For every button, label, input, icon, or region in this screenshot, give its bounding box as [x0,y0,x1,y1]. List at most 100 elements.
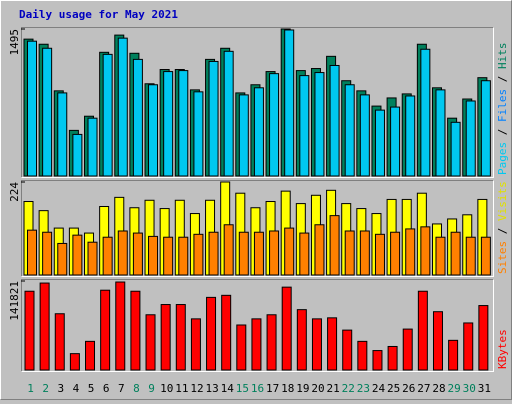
bar [238,231,249,276]
bar [344,230,355,276]
bar [359,94,370,177]
x-tick-label: 13 [205,382,218,395]
bar [238,94,249,177]
bar [117,37,128,177]
x-tick-label: 23 [357,382,370,395]
bar [390,106,401,177]
bar [387,345,398,371]
legend-separator: / [496,221,509,241]
bar [163,236,174,276]
x-tick-label: 10 [160,382,173,395]
bar [178,236,189,276]
x-tick-label: 28 [432,382,445,395]
bar [311,318,322,371]
legend-entry: Hits [496,43,509,70]
x-tick-label: 4 [73,382,80,395]
x-tick-label: 2 [42,382,49,395]
bar [69,353,80,371]
bar [342,329,353,371]
bar [206,296,217,371]
bar [432,311,443,371]
bar [57,242,68,276]
bar [24,290,35,371]
bar [221,294,232,371]
bevel [21,27,494,178]
bar [296,309,307,371]
bar [130,290,141,371]
x-tick-label: 26 [402,382,415,395]
bar [117,230,128,276]
x-tick-label: 3 [58,382,65,395]
y-tick-label: 224 [8,182,21,202]
bar [314,224,325,276]
legend-entry: Sites [496,241,509,274]
bar [27,229,37,276]
bar [266,314,277,371]
bar [450,121,461,177]
bar [480,236,491,276]
bar [115,281,126,371]
bar [208,60,219,177]
bar [299,232,310,276]
bar [372,350,383,371]
legend-entry: KBytes [496,329,509,369]
x-tick-label: 7 [118,382,125,395]
bar [374,109,385,177]
bar [269,230,280,276]
bar [87,117,98,177]
bar [132,232,143,276]
bar [148,235,159,276]
bar [327,317,338,371]
x-tick-label: 12 [190,382,203,395]
bar [236,324,247,371]
bar [299,75,310,177]
bar [39,282,50,371]
bar [465,100,476,177]
bar [463,322,474,371]
x-tick-label: 21 [327,382,340,395]
bar [314,72,325,177]
legend-separator: / [496,69,509,89]
bar [148,84,159,177]
bar [253,87,264,177]
bar [405,228,416,276]
bar [480,80,491,177]
chart-title: Daily usage for May 2021 [19,8,178,21]
x-tick-label: 17 [266,382,279,395]
x-tick-label: 16 [251,382,264,395]
x-tick-label: 8 [133,382,140,395]
x-tick-label: 29 [448,382,461,395]
legend: Sites / Visits [496,181,509,274]
x-tick-label: 24 [372,382,386,395]
bar [27,40,37,177]
x-tick-label: 5 [88,382,95,395]
bar [344,84,355,177]
x-tick-label: 19 [296,382,309,395]
legend: KBytes [496,329,509,369]
bar [100,289,111,371]
x-tick-label: 30 [463,382,476,395]
bar [42,47,53,177]
x-tick-label: 22 [342,382,355,395]
legend-entry: Files [496,89,509,122]
bar [357,340,368,371]
bar [284,29,295,177]
bar [405,95,416,177]
bar [102,236,113,276]
x-tick-label: 15 [236,382,249,395]
bar [284,227,295,276]
bar [465,236,476,276]
bar [417,290,428,371]
bar [208,231,219,276]
bar [390,231,401,276]
bar [85,340,96,371]
x-tick-label: 11 [175,382,188,395]
y-tick-label: 141821 [8,281,21,321]
bar [87,241,98,276]
x-tick-label: 6 [103,382,110,395]
bar [145,314,156,371]
bevel [21,279,494,372]
legend-separator: / [496,122,509,142]
bar [223,224,234,276]
